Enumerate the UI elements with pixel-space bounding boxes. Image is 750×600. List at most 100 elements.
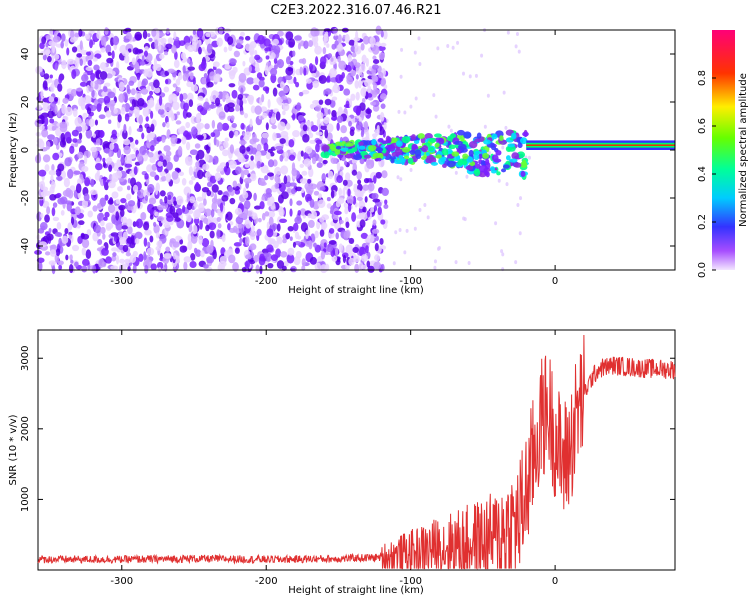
spectrogram-cell <box>143 237 148 247</box>
spectrogram-cell <box>189 260 197 268</box>
spectrogram-cell <box>113 108 118 114</box>
spectrogram-cell <box>289 208 293 217</box>
spectrogram-cell <box>85 55 89 62</box>
spectrogram-cell <box>280 95 288 100</box>
spectrogram-cell <box>238 213 247 219</box>
spectrogram-cell <box>265 55 270 60</box>
spectrogram-cell <box>368 145 377 151</box>
spectrogram-cell <box>312 80 320 88</box>
spectrogram-cell <box>517 142 523 149</box>
spectrogram-cell <box>70 88 78 97</box>
colorbar-tick-label: 0.8 <box>697 70 708 86</box>
spectrogram-cell <box>308 39 314 48</box>
spectrogram-cell <box>219 202 224 212</box>
spectrogram-cell <box>204 208 212 217</box>
spectrogram-cell <box>98 114 106 120</box>
spectrogram-cell <box>288 38 296 48</box>
spectrogram-cell <box>82 258 90 267</box>
spectrogram-cell <box>126 84 130 93</box>
spectrogram-cell <box>54 53 60 60</box>
spectrogram-cell <box>115 211 120 221</box>
spectrogram-cell <box>123 123 127 134</box>
spectrogram-cell <box>227 223 231 231</box>
spectrogram-cell <box>511 152 520 160</box>
spectrogram-cell <box>85 249 92 260</box>
spectrogram-cell <box>303 158 312 167</box>
spectrogram-cell <box>276 223 281 232</box>
spectrogram-cell <box>195 181 200 191</box>
spectrogram-cell <box>304 146 313 154</box>
spectrogram-cell <box>321 173 326 182</box>
spectrogram-cell <box>89 189 98 196</box>
spectrogram-cell <box>352 162 357 173</box>
spectrogram-cell <box>272 132 277 141</box>
colorbar-label: Normalized spectral amplitude <box>738 73 749 227</box>
spectrogram-cell <box>158 155 164 163</box>
spectrogram-cell <box>149 156 156 164</box>
spectrogram-cell <box>299 163 305 168</box>
spectrogram-cell <box>175 78 181 86</box>
spectrogram-cell <box>295 81 300 88</box>
spectrogram-cell <box>217 223 222 229</box>
spectrogram-cell <box>203 101 210 111</box>
spectrogram-cell <box>265 87 270 94</box>
spectrogram-cell <box>372 59 380 65</box>
spectrogram-cell <box>433 259 437 264</box>
spectrogram-cell <box>326 43 330 48</box>
spectrogram-cell <box>336 175 343 184</box>
spectrogram-cell <box>315 131 323 136</box>
spectrogram-cell <box>380 103 386 110</box>
spectrogram-cell <box>128 80 135 86</box>
snr-x-tick-label: -100 <box>399 576 422 587</box>
spectrogram-cell <box>221 194 229 202</box>
spectrogram-cell <box>189 196 196 204</box>
spectrogram-cell <box>223 46 228 53</box>
spectrogram-cell <box>285 66 294 76</box>
snr-x-tick-label: 0 <box>552 576 558 587</box>
spectrogram-cell <box>51 41 58 47</box>
spectrogram-cell <box>155 232 160 239</box>
spectrogram-cell <box>206 181 213 187</box>
spectrogram-cell <box>417 36 421 41</box>
spectrogram-cell <box>118 93 125 103</box>
spectrogram-cell <box>480 159 486 167</box>
spectrogram-cell <box>58 264 63 270</box>
spectrogram-cell <box>405 228 409 233</box>
spectrogram-cell <box>399 74 403 79</box>
spectrogram-cell <box>287 78 295 84</box>
spectrogram-cell <box>210 132 216 138</box>
spectrogram-cell <box>224 103 230 113</box>
spectrogram-cell <box>399 177 403 182</box>
spectrogram-cell <box>446 160 456 168</box>
spectrogram-cell <box>78 220 85 226</box>
spectrogram-cell <box>248 160 256 170</box>
spectrogram-cell <box>141 132 145 140</box>
spectrogram-cell <box>266 228 274 238</box>
spectrogram-cell <box>361 97 366 104</box>
spectrogram-cell <box>189 149 198 156</box>
spectrogram-cell <box>342 187 346 198</box>
spectrogram-cell <box>446 44 450 49</box>
spectrogram-cell <box>449 133 457 139</box>
spectrogram-cell <box>343 88 351 96</box>
spectrogram-cell <box>204 144 210 151</box>
spectrogram-cell <box>252 84 260 91</box>
spectrogram-cell <box>313 190 320 196</box>
spectrogram-cell <box>303 67 307 76</box>
spectrogram-cell <box>115 255 120 265</box>
spectrogram-cell <box>149 145 155 152</box>
spectrogram-cell <box>61 235 69 244</box>
spectrogram-cell <box>351 70 356 77</box>
colorbar-ticks: 0.0 0.2 0.4 0.6 0.8 <box>697 70 716 278</box>
spectrogram-cell <box>163 51 169 56</box>
spectrogram-cell <box>212 155 219 165</box>
spectrogram-cell <box>36 257 45 263</box>
spectrogram-cell <box>46 233 54 241</box>
spectrogram-cell <box>449 128 453 133</box>
spectrogram-cell <box>60 196 68 205</box>
spectrogram-cell <box>110 265 119 271</box>
spectrogram-cell <box>301 170 308 176</box>
spectrogram-cell <box>282 110 286 116</box>
spectrogram-cell <box>428 137 437 143</box>
spectrogram-cell <box>409 167 413 172</box>
